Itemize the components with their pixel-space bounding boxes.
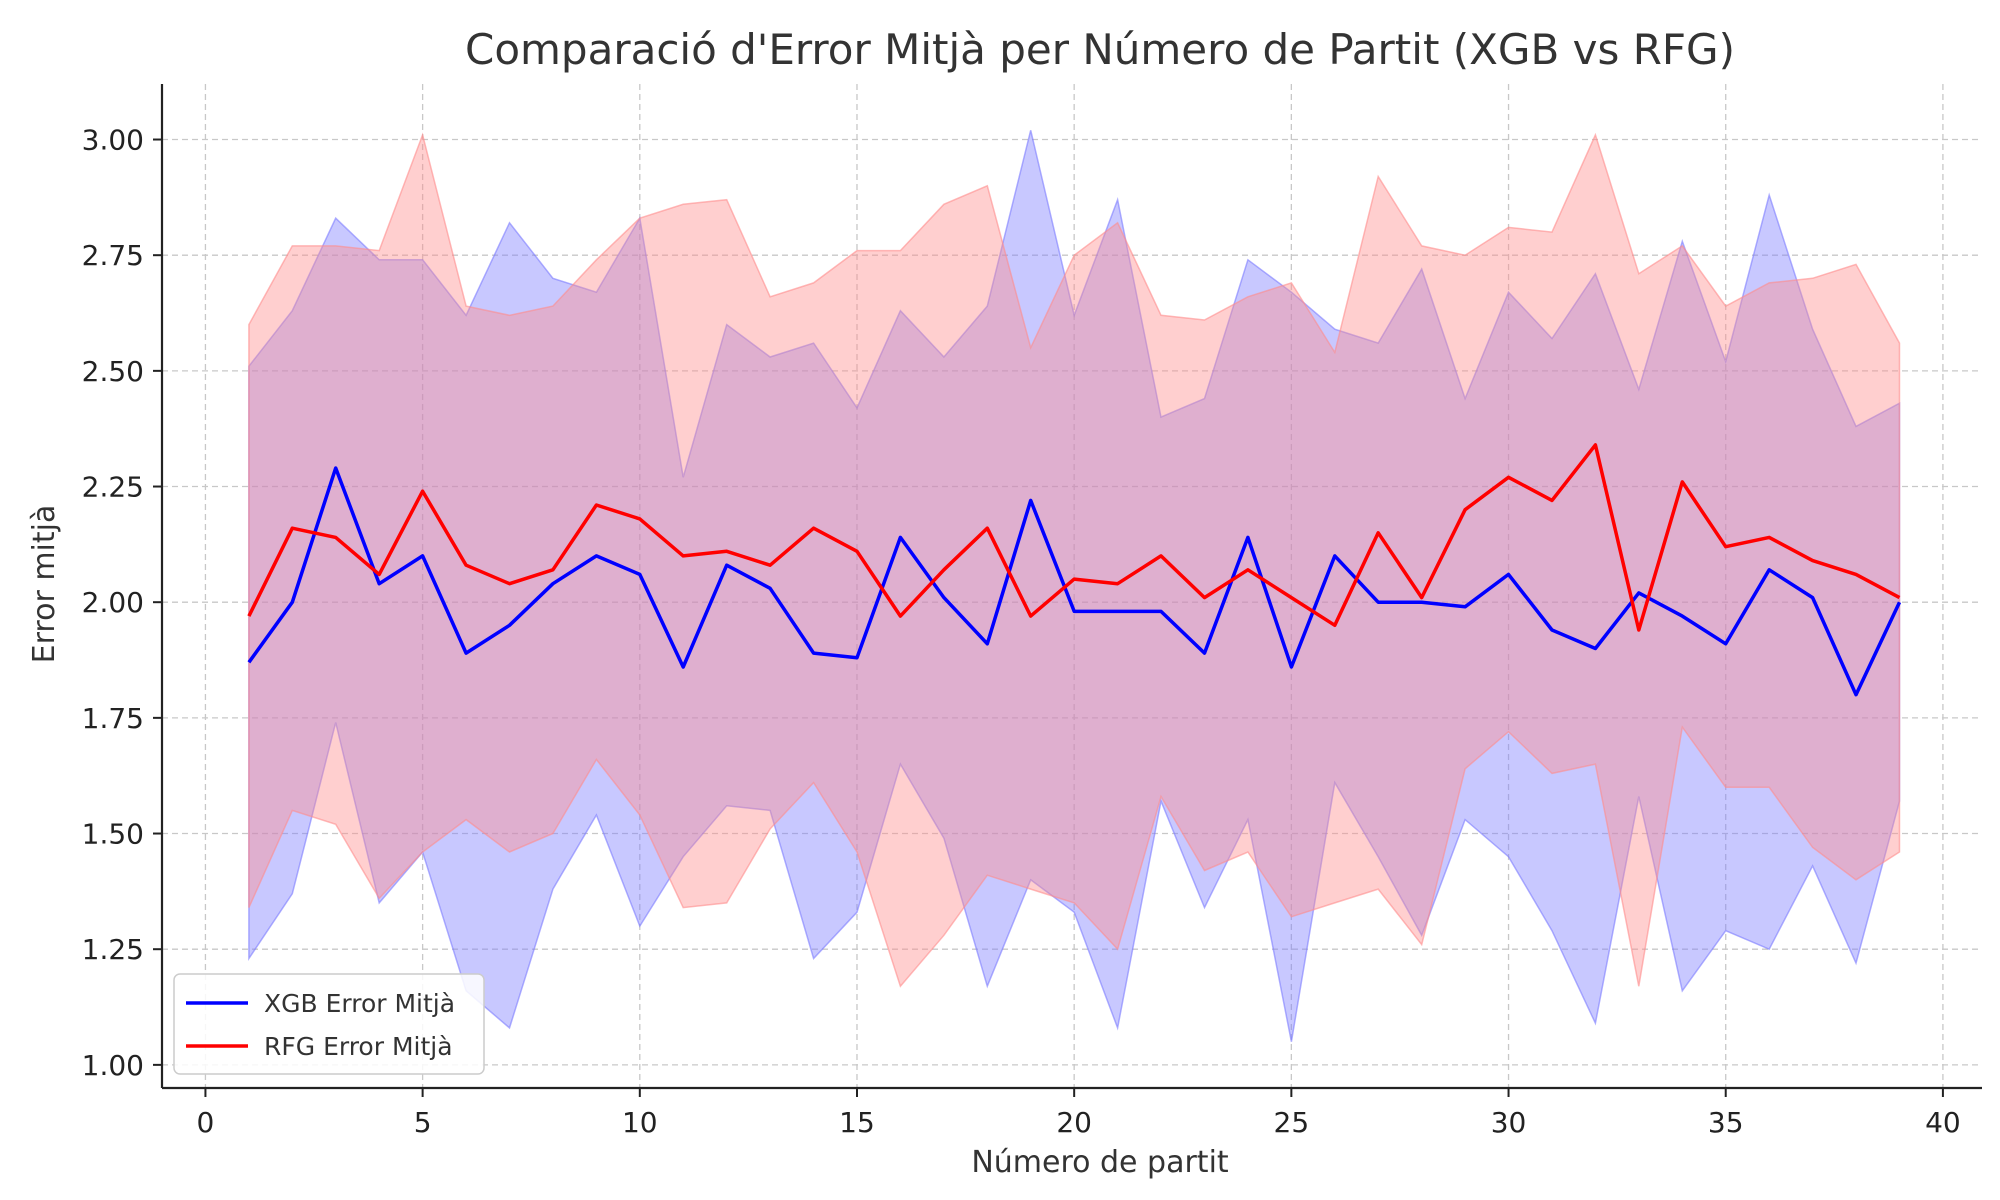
ticks: 0 5 10 15 20 25 30 35 40 1.00 1.25 1.50 1.75 2.00 2.25… — [82, 124, 1961, 1139]
y-tick-label: 2.50 — [82, 355, 144, 388]
x-axis-label: Número de partit — [971, 1145, 1229, 1180]
error-bands — [248, 130, 1901, 1042]
x-tick-label: 15 — [839, 1106, 875, 1139]
chart-title: Comparació d'Error Mitjà per Número de P… — [465, 25, 1735, 74]
axes — [160, 84, 1982, 1090]
x-tick-label: 35 — [1708, 1106, 1744, 1139]
x-tick-label: 25 — [1274, 1106, 1310, 1139]
x-tick-label: 0 — [197, 1106, 215, 1139]
x-tick-label: 40 — [1925, 1106, 1961, 1139]
y-axis-label: Error mitjà — [27, 505, 62, 664]
y-tick-label: 1.00 — [82, 1049, 144, 1082]
legend-label-rfg: RFG Error Mitjà — [264, 1032, 453, 1061]
y-tick-label: 2.75 — [82, 239, 144, 272]
x-tick-label: 10 — [622, 1106, 658, 1139]
y-tick-label: 1.50 — [82, 818, 144, 851]
x-tick-label: 30 — [1491, 1106, 1527, 1139]
series-lines — [247, 443, 1902, 697]
y-tick-label: 1.25 — [82, 933, 144, 966]
legend: XGB Error Mitjà RFG Error Mitjà — [173, 973, 485, 1075]
legend-box — [173, 973, 485, 1075]
x-tick-label: 5 — [414, 1106, 432, 1139]
x-tick-label: 20 — [1056, 1106, 1092, 1139]
series-line-rfg — [247, 443, 1901, 632]
legend-label-xgb: XGB Error Mitjà — [264, 989, 455, 1018]
y-tick-label: 2.00 — [82, 586, 144, 619]
y-tick-label: 2.25 — [82, 471, 144, 504]
series-line-xgb — [247, 466, 1902, 697]
error-band-rfg — [248, 132, 1901, 988]
y-tick-label: 1.75 — [82, 702, 144, 735]
y-tick-label: 3.00 — [82, 124, 144, 157]
